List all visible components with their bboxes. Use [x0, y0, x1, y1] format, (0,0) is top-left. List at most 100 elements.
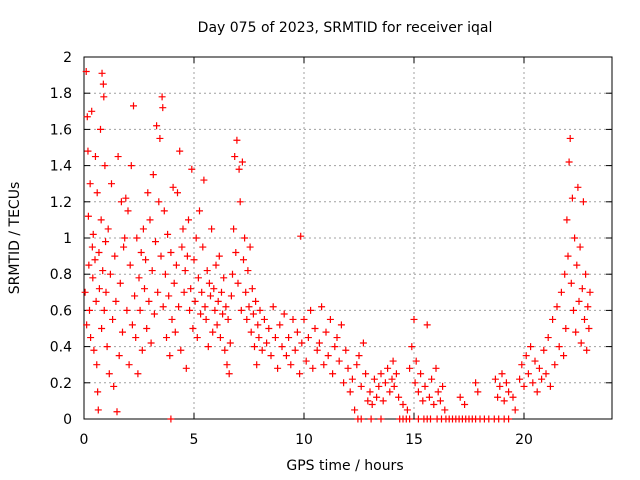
data-point: [110, 382, 118, 390]
data-point: [154, 288, 162, 296]
data-point: [227, 292, 235, 300]
data-point: [247, 328, 255, 336]
data-point: [93, 361, 101, 369]
data-point: [179, 225, 187, 233]
data-point: [94, 406, 102, 414]
data-point: [571, 234, 579, 242]
data-point: [216, 334, 224, 342]
data-point: [212, 261, 220, 269]
data-point: [357, 382, 365, 390]
data-point: [169, 183, 177, 191]
data-point: [97, 216, 105, 224]
data-point: [520, 382, 528, 390]
data-point: [353, 361, 361, 369]
data-point: [93, 189, 101, 197]
data-point: [298, 339, 306, 347]
data-point: [99, 80, 107, 88]
data-point: [95, 285, 103, 293]
chart-title: Day 075 of 2023, SRMTID for receiver iqa…: [198, 20, 493, 36]
data-point: [116, 279, 124, 287]
data-point: [115, 352, 123, 360]
data-point: [86, 180, 94, 188]
data-point: [256, 306, 264, 314]
plot-frame: [83, 56, 613, 420]
data-point: [388, 375, 396, 383]
data-point: [307, 306, 315, 314]
data-point: [434, 388, 442, 396]
data-point: [432, 364, 440, 372]
data-point: [193, 334, 201, 342]
data-point: [351, 406, 359, 414]
data-point: [421, 382, 429, 390]
x-tick-label: 20: [515, 432, 533, 448]
data-point: [500, 397, 508, 405]
data-point: [226, 339, 234, 347]
data-point: [91, 256, 99, 264]
data-point: [244, 267, 252, 275]
grid: [84, 57, 612, 419]
data-point: [215, 252, 223, 260]
data-point: [399, 401, 407, 409]
data-point: [297, 232, 305, 240]
data-point: [282, 352, 290, 360]
data-point: [381, 379, 389, 387]
data-point: [234, 279, 242, 287]
data-point: [546, 382, 554, 390]
data-point: [165, 292, 173, 300]
data-point: [88, 243, 96, 251]
data-point: [177, 346, 185, 354]
data-point: [148, 267, 156, 275]
data-point: [95, 248, 103, 256]
data-point: [505, 388, 513, 396]
data-point: [585, 325, 593, 332]
data-point: [472, 379, 480, 387]
data-point: [502, 379, 510, 387]
data-point: [516, 375, 524, 383]
data-point: [235, 165, 243, 173]
data-point: [441, 406, 449, 414]
data-point: [274, 364, 282, 372]
data-point: [287, 361, 295, 369]
data-point: [109, 315, 117, 323]
data-point: [474, 388, 482, 396]
data-point: [423, 321, 431, 329]
data-point: [511, 406, 519, 414]
data-point: [225, 370, 233, 378]
data-point: [258, 346, 266, 354]
data-point: [187, 285, 195, 293]
data-point: [313, 346, 321, 354]
data-point: [531, 357, 539, 365]
data-point: [159, 303, 167, 311]
data-point: [428, 375, 436, 383]
data-point: [172, 261, 180, 269]
data-point: [108, 180, 115, 188]
data-point: [222, 303, 230, 311]
data-point: [379, 397, 387, 405]
data-point: [586, 288, 594, 296]
data-point: [130, 102, 137, 110]
data-point: [553, 303, 561, 311]
data-point: [346, 388, 354, 396]
y-tick-labels: 0 0.2 0.4 0.6 0.8 1 1.2 1.4 1.6 1.8 2: [50, 50, 72, 428]
data-point: [320, 361, 328, 369]
data-point: [90, 346, 98, 354]
data-point: [104, 225, 112, 233]
data-point: [174, 189, 181, 197]
data-point: [551, 361, 559, 369]
data-point: [81, 288, 89, 296]
data-point: [219, 310, 227, 318]
data-point: [533, 388, 541, 396]
data-point: [101, 162, 109, 170]
y-tick-label: 0.8: [50, 267, 72, 283]
data-point: [180, 288, 188, 296]
data-point: [182, 364, 190, 372]
data-point: [89, 274, 97, 282]
data-point: [221, 346, 229, 354]
data-point: [255, 334, 263, 342]
data-point: [153, 122, 161, 130]
data-point: [271, 334, 279, 342]
data-point: [242, 288, 250, 296]
data-point: [293, 328, 301, 336]
data-point: [145, 297, 153, 305]
data-point: [390, 382, 398, 390]
